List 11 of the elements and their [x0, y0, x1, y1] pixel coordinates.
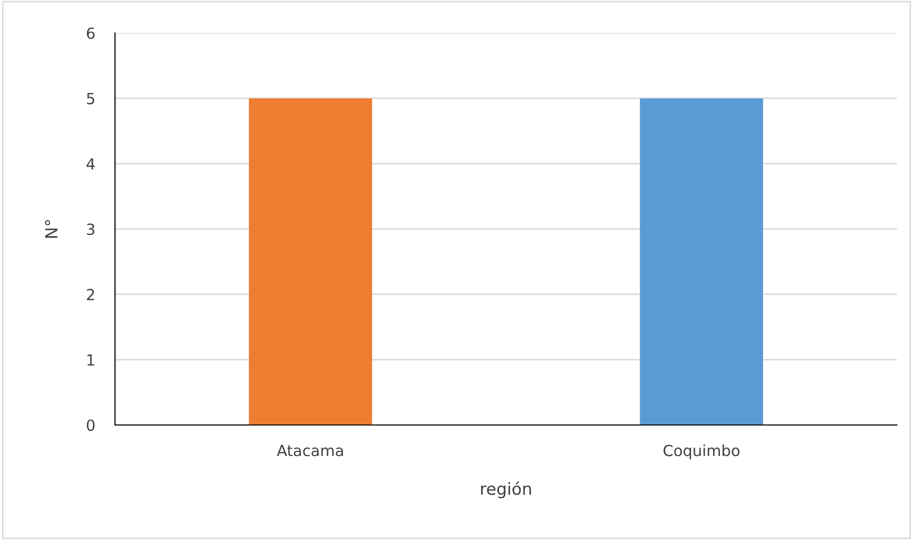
x-tick-label: Atacama	[276, 444, 343, 456]
y-tick-label: 6	[86, 27, 95, 40]
y-tick-label: 3	[87, 223, 94, 236]
y-axis-title: N°	[45, 220, 58, 238]
y-tick-label: 2	[86, 288, 94, 300]
y-tick-label: 4	[86, 158, 95, 170]
x-axis-title: región	[481, 481, 531, 498]
y-tick-label: 0	[86, 419, 95, 432]
y-tick-label: 1	[88, 354, 94, 366]
y-tick-label: 5	[87, 93, 94, 104]
x-tick-label: Coquimbo	[664, 444, 740, 460]
